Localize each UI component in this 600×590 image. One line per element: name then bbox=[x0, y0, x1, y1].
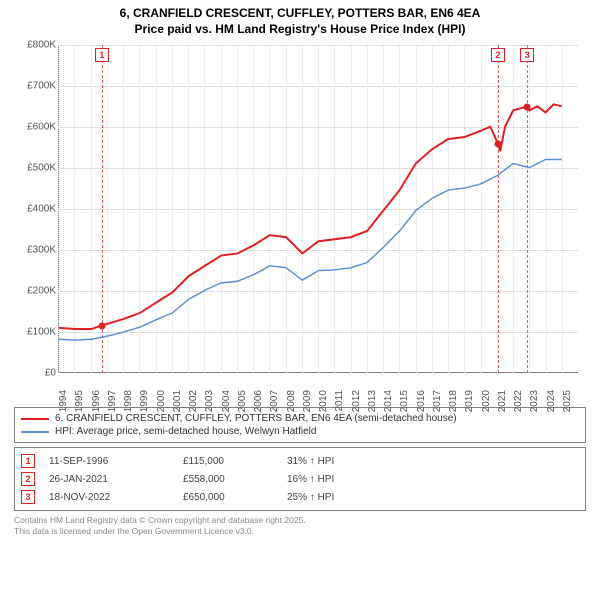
legend-swatch bbox=[21, 431, 49, 433]
y-axis-tick: £400K bbox=[10, 204, 56, 215]
x-axis-tick: 2002 bbox=[188, 390, 199, 412]
x-axis-tick: 2025 bbox=[562, 390, 573, 412]
series-svg bbox=[59, 45, 578, 372]
x-axis-tick: 1994 bbox=[58, 390, 69, 412]
x-axis-tick: 2004 bbox=[221, 390, 232, 412]
transaction-delta: 31% ↑ HPI bbox=[287, 456, 334, 467]
x-axis-tick: 2015 bbox=[399, 390, 410, 412]
transaction-date: 11-SEP-1996 bbox=[49, 456, 169, 467]
x-axis-tick: 2023 bbox=[529, 390, 540, 412]
title-line1: 6, CRANFIELD CRESCENT, CUFFLEY, POTTERS … bbox=[10, 6, 590, 22]
x-axis-tick: 2016 bbox=[416, 390, 427, 412]
x-axis-tick: 2009 bbox=[302, 390, 313, 412]
x-axis-tick: 2013 bbox=[367, 390, 378, 412]
x-axis-tick: 1997 bbox=[107, 390, 118, 412]
y-axis-tick: £700K bbox=[10, 81, 56, 92]
transaction-table: 1 11-SEP-1996 £115,000 31% ↑ HPI 2 26-JAN-202… bbox=[14, 447, 586, 511]
x-axis-tick: 2000 bbox=[156, 390, 167, 412]
x-axis-tick: 2001 bbox=[172, 390, 183, 412]
legend-item: HPI: Average price, semi-detached house,… bbox=[21, 425, 579, 438]
marker-dot bbox=[524, 103, 531, 110]
x-axis-tick: 2019 bbox=[464, 390, 475, 412]
x-axis-tick: 2003 bbox=[204, 390, 215, 412]
transaction-price: £558,000 bbox=[183, 474, 273, 485]
transaction-delta: 16% ↑ HPI bbox=[287, 474, 334, 485]
chart-area: £0 £100K £200K £300K £400K £500K £600K £700K £80… bbox=[10, 41, 590, 401]
transaction-marker: 2 bbox=[21, 472, 35, 486]
legend-swatch bbox=[21, 418, 49, 420]
marker-label: 1 bbox=[95, 48, 109, 62]
x-axis-tick: 2018 bbox=[448, 390, 459, 412]
y-axis-tick: £100K bbox=[10, 327, 56, 338]
footer-line1: Contains HM Land Registry data © Crown c… bbox=[14, 515, 586, 526]
transaction-row: 3 18-NOV-2022 £650,000 25% ↑ HPI bbox=[21, 488, 579, 506]
x-axis-tick: 2020 bbox=[481, 390, 492, 412]
x-axis-tick: 2010 bbox=[318, 390, 329, 412]
x-axis-tick: 2022 bbox=[513, 390, 524, 412]
legend-label: HPI: Average price, semi-detached house,… bbox=[55, 426, 316, 437]
transaction-date: 26-JAN-2021 bbox=[49, 474, 169, 485]
chart-title: 6, CRANFIELD CRESCENT, CUFFLEY, POTTERS … bbox=[0, 0, 600, 41]
transaction-row: 1 11-SEP-1996 £115,000 31% ↑ HPI bbox=[21, 452, 579, 470]
transaction-price: £115,000 bbox=[183, 456, 273, 467]
x-axis-tick: 2012 bbox=[351, 390, 362, 412]
x-axis-tick: 1998 bbox=[123, 390, 134, 412]
marker-dot bbox=[98, 323, 105, 330]
x-axis-tick: 2007 bbox=[269, 390, 280, 412]
x-axis-tick: 1995 bbox=[74, 390, 85, 412]
x-axis-tick: 2014 bbox=[383, 390, 394, 412]
legend-label: 6, CRANFIELD CRESCENT, CUFFLEY, POTTERS … bbox=[55, 413, 457, 424]
y-axis-tick: £600K bbox=[10, 122, 56, 133]
x-axis-tick: 1996 bbox=[91, 390, 102, 412]
x-axis-tick: 2005 bbox=[237, 390, 248, 412]
series-line bbox=[59, 105, 562, 330]
series-line bbox=[59, 160, 562, 341]
plot-area bbox=[58, 45, 578, 373]
marker-label: 2 bbox=[491, 48, 505, 62]
transaction-marker: 3 bbox=[21, 490, 35, 504]
transaction-marker: 1 bbox=[21, 454, 35, 468]
x-axis-tick: 2024 bbox=[546, 390, 557, 412]
legend-box: 6, CRANFIELD CRESCENT, CUFFLEY, POTTERS … bbox=[14, 407, 586, 443]
x-axis-tick: 2008 bbox=[286, 390, 297, 412]
x-axis-tick: 2006 bbox=[253, 390, 264, 412]
x-axis-tick: 1999 bbox=[139, 390, 150, 412]
x-axis-tick: 2021 bbox=[497, 390, 508, 412]
y-axis-tick: £300K bbox=[10, 245, 56, 256]
y-axis-tick: £0 bbox=[10, 368, 56, 379]
x-axis-tick: 2011 bbox=[334, 390, 345, 412]
y-axis-tick: £800K bbox=[10, 40, 56, 51]
footer-line2: This data is licensed under the Open Gov… bbox=[14, 526, 586, 537]
transaction-price: £650,000 bbox=[183, 492, 273, 503]
x-axis-tick: 2017 bbox=[432, 390, 443, 412]
marker-label: 3 bbox=[520, 48, 534, 62]
marker-dot bbox=[494, 141, 501, 148]
title-line2: Price paid vs. HM Land Registry's House … bbox=[10, 22, 590, 38]
attribution-footer: Contains HM Land Registry data © Crown c… bbox=[14, 515, 586, 536]
transaction-row: 2 26-JAN-2021 £558,000 16% ↑ HPI bbox=[21, 470, 579, 488]
transaction-date: 18-NOV-2022 bbox=[49, 492, 169, 503]
legend-item: 6, CRANFIELD CRESCENT, CUFFLEY, POTTERS … bbox=[21, 412, 579, 425]
y-axis-tick: £500K bbox=[10, 163, 56, 174]
y-axis-tick: £200K bbox=[10, 286, 56, 297]
transaction-delta: 25% ↑ HPI bbox=[287, 492, 334, 503]
